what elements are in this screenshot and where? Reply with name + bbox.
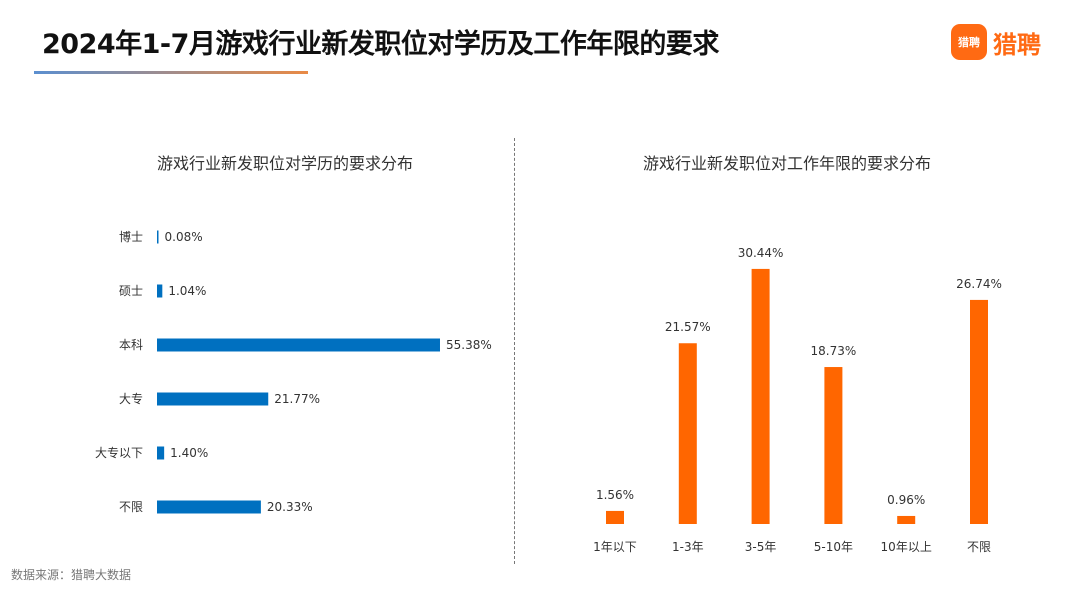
experience-bar [824, 367, 843, 524]
experience-category-label: 不限 [967, 540, 991, 554]
education-bar [157, 284, 163, 298]
experience-value-label: 30.44% [738, 246, 784, 260]
experience-category-label: 1年以下 [593, 540, 637, 554]
experience-chart-title: 游戏行业新发职位对工作年限的要求分布 [642, 154, 932, 173]
education-category-label: 硕士 [119, 284, 143, 298]
liepin-logo: 猎聘 猎聘 [951, 24, 1041, 60]
experience-category-label: 5-10年 [814, 540, 853, 554]
data-source: 数据来源：猎聘大数据 [11, 568, 132, 582]
education-value-label: 1.04% [168, 284, 206, 298]
experience-value-label: 18.73% [811, 344, 857, 358]
education-value-label: 1.40% [170, 446, 208, 460]
education-category-label: 大专 [119, 391, 143, 406]
education-value-label: 21.77% [274, 392, 320, 406]
logo-text: 猎聘 [993, 30, 1041, 59]
experience-bar [897, 515, 916, 524]
education-bar [157, 500, 261, 514]
experience-category-label: 3-5年 [745, 540, 777, 554]
education-category-label: 博士 [119, 229, 143, 244]
title-underline [34, 71, 308, 74]
experience-bar [751, 268, 770, 524]
education-value-label: 20.33% [267, 500, 313, 514]
experience-value-label: 1.56% [596, 488, 634, 502]
education-value-label: 55.38% [446, 338, 492, 352]
education-chart-title: 游戏行业新发职位对学历的要求分布 [156, 154, 414, 173]
experience-bar [606, 510, 624, 524]
experience-value-label: 0.96% [887, 493, 925, 507]
chart-divider [514, 138, 515, 564]
experience-category-label: 1-3年 [672, 540, 704, 554]
logo-badge-icon: 猎聘 [951, 24, 987, 60]
education-category-label: 不限 [119, 500, 143, 514]
education-category-label: 大专以下 [95, 445, 143, 460]
education-bar [157, 230, 159, 244]
education-bar [157, 338, 440, 352]
experience-value-label: 21.57% [665, 320, 711, 334]
education-bar [157, 446, 165, 460]
page-title: 2024年1-7月游戏行业新发职位对学历及工作年限的要求 [42, 29, 719, 60]
education-value-label: 0.08% [165, 230, 203, 244]
education-category-label: 本科 [119, 338, 143, 352]
experience-value-label: 26.74% [956, 277, 1002, 291]
experience-bar [678, 343, 697, 524]
experience-category-label: 10年以上 [881, 540, 932, 554]
education-bar [157, 392, 269, 406]
experience-bar [970, 299, 988, 524]
